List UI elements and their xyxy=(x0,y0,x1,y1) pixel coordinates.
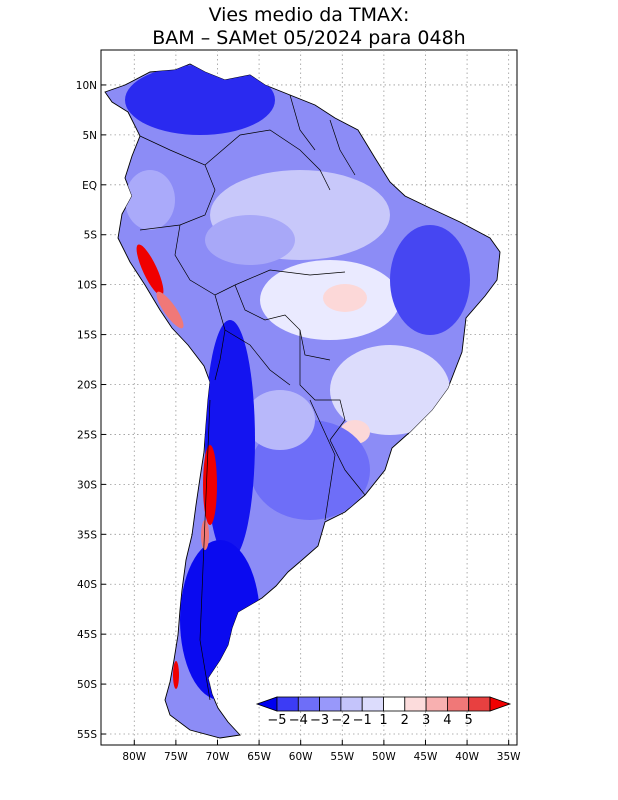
lat-label: 15S xyxy=(77,330,97,342)
colorbar-label: 2 xyxy=(401,713,409,728)
bias-patch-southeast-light xyxy=(330,345,450,435)
lon-label: 80W xyxy=(122,751,146,763)
lat-label: EQ xyxy=(82,180,97,192)
lat-label: 5S xyxy=(84,230,98,242)
bias-patch-amazon-light2 xyxy=(205,215,295,265)
colorbar-label: −4 xyxy=(289,713,308,728)
colorbar-segment xyxy=(404,696,427,712)
colorbar: −5 −4 −3 −2 −1 1 2 3 4 5 xyxy=(255,696,512,728)
bias-patch-peru-coast-pink xyxy=(156,291,184,329)
lat-label: 35S xyxy=(77,529,97,541)
bias-patch-chaco-light xyxy=(245,390,315,450)
bias-patch-northeast-strong xyxy=(390,225,470,335)
bias-patch-colombia-light xyxy=(125,170,175,230)
lat-label: 45S xyxy=(77,629,97,641)
colorbar-segment xyxy=(340,696,363,712)
colorbar-label: 3 xyxy=(422,713,430,728)
bias-patch-north-strong xyxy=(125,65,275,135)
lat-label: 10S xyxy=(77,280,97,292)
map-title-line2: BAM – SAMet 05/2024 para 048h xyxy=(152,27,466,49)
colorbar-label: 1 xyxy=(379,713,387,728)
lat-label: 10N xyxy=(76,80,97,92)
colorbar-segment xyxy=(276,696,299,712)
lat-label: 55S xyxy=(77,729,97,741)
lon-label: 65W xyxy=(247,751,271,763)
colorbar-label: −2 xyxy=(331,713,350,728)
bias-field xyxy=(104,63,501,739)
colorbar-extend-high xyxy=(489,696,512,712)
colorbar-segment xyxy=(446,696,470,712)
lon-label: 60W xyxy=(289,751,313,763)
lat-label: 20S xyxy=(77,380,97,392)
colorbar-label: 4 xyxy=(443,713,451,728)
colorbar-segment xyxy=(361,696,384,712)
lon-label: 40W xyxy=(455,751,479,763)
colorbar-segment xyxy=(383,696,406,712)
colorbar-segment xyxy=(319,696,342,712)
colorbar-label: −1 xyxy=(353,713,372,728)
colorbar-label: −3 xyxy=(310,713,329,728)
lat-label: 5N xyxy=(82,130,97,142)
lon-label: 55W xyxy=(330,751,354,763)
lon-label: 35W xyxy=(497,751,521,763)
bias-patch-peru-coast-red xyxy=(136,244,164,296)
lat-label: 40S xyxy=(77,579,97,591)
latitude-labels: 10N 5N EQ 5S 10S 15S 20S 25S 30S 35S 40S 45S 50S 55S xyxy=(76,80,106,741)
lon-label: 45W xyxy=(414,751,438,763)
lon-label: 50W xyxy=(372,751,396,763)
colorbar-label: 5 xyxy=(465,713,473,728)
bias-patch-central-pink xyxy=(323,284,367,312)
lat-label: 30S xyxy=(77,479,97,491)
colorbar-label: −5 xyxy=(267,713,286,728)
lat-label: 25S xyxy=(77,429,97,441)
bias-patch-chile-red xyxy=(203,445,217,525)
bias-patch-chile-pink xyxy=(201,520,209,550)
colorbar-segment xyxy=(297,696,320,712)
country-borders xyxy=(139,94,366,701)
colorbar-segment xyxy=(425,696,448,712)
bias-patch-andes-strong xyxy=(205,320,255,560)
longitude-labels: 80W 75W 70W 65W 60W 55W 50W 45W 40W 35W xyxy=(122,740,521,763)
lon-label: 75W xyxy=(164,751,188,763)
lat-label: 50S xyxy=(77,679,97,691)
map-title-line1: Vies medio da TMAX: xyxy=(208,4,410,26)
colorbar-segment xyxy=(468,696,491,712)
lon-label: 70W xyxy=(206,751,230,763)
bias-patch-south-chile-red xyxy=(173,661,179,689)
